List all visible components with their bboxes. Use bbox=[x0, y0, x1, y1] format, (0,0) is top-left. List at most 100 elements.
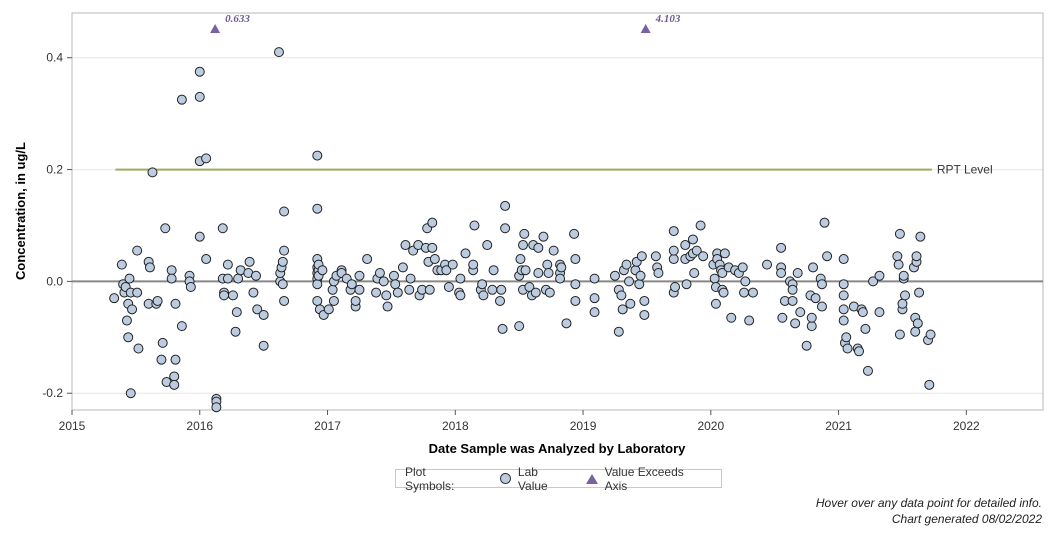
data-point[interactable] bbox=[219, 290, 230, 301]
data-point[interactable] bbox=[776, 268, 787, 279]
data-point[interactable] bbox=[194, 91, 205, 102]
data-point[interactable] bbox=[617, 304, 628, 315]
data-point[interactable] bbox=[709, 273, 720, 284]
data-point[interactable] bbox=[157, 337, 168, 348]
data-point[interactable] bbox=[317, 265, 328, 276]
data-point[interactable] bbox=[482, 240, 493, 251]
data-point[interactable] bbox=[441, 265, 452, 276]
data-point[interactable] bbox=[874, 270, 885, 281]
data-point[interactable] bbox=[570, 254, 581, 265]
data-point[interactable] bbox=[488, 265, 499, 276]
data-point[interactable] bbox=[125, 388, 136, 399]
data-point[interactable] bbox=[156, 354, 167, 365]
data-point[interactable] bbox=[892, 251, 903, 262]
data-point[interactable] bbox=[519, 228, 530, 239]
data-point[interactable] bbox=[810, 293, 821, 304]
data-point[interactable] bbox=[556, 262, 567, 273]
data-point[interactable] bbox=[718, 287, 729, 298]
data-point[interactable] bbox=[147, 167, 158, 178]
data-point[interactable] bbox=[478, 290, 489, 301]
data-point[interactable] bbox=[468, 259, 479, 270]
data-point[interactable] bbox=[382, 301, 393, 312]
data-point[interactable] bbox=[520, 265, 531, 276]
data-point[interactable] bbox=[806, 312, 817, 323]
data-point[interactable] bbox=[857, 307, 868, 318]
data-point[interactable] bbox=[838, 304, 849, 315]
data-point[interactable] bbox=[194, 231, 205, 242]
data-point[interactable] bbox=[543, 268, 554, 279]
data-point[interactable] bbox=[500, 223, 511, 234]
data-point[interactable] bbox=[609, 270, 620, 281]
data-point[interactable] bbox=[390, 279, 401, 290]
data-point[interactable] bbox=[169, 379, 180, 390]
data-point[interactable] bbox=[639, 309, 650, 320]
data-point[interactable] bbox=[424, 284, 435, 295]
data-point[interactable] bbox=[427, 217, 438, 228]
data-point[interactable] bbox=[533, 268, 544, 279]
data-point[interactable] bbox=[668, 245, 679, 256]
data-point[interactable] bbox=[681, 279, 692, 290]
data-point[interactable] bbox=[230, 326, 241, 337]
data-point[interactable] bbox=[133, 343, 144, 354]
data-point[interactable] bbox=[109, 293, 120, 304]
data-point[interactable] bbox=[460, 248, 471, 259]
data-point[interactable] bbox=[668, 226, 679, 237]
data-point[interactable] bbox=[570, 295, 581, 306]
data-point[interactable] bbox=[350, 295, 361, 306]
data-point[interactable] bbox=[455, 273, 466, 284]
data-point[interactable] bbox=[860, 323, 871, 334]
data-point[interactable] bbox=[397, 262, 408, 273]
data-point[interactable] bbox=[217, 223, 228, 234]
data-point[interactable] bbox=[726, 312, 737, 323]
data-point[interactable] bbox=[127, 304, 138, 315]
data-point[interactable] bbox=[776, 242, 787, 253]
data-point[interactable] bbox=[900, 290, 911, 301]
data-point[interactable] bbox=[495, 295, 506, 306]
data-point[interactable] bbox=[500, 200, 511, 211]
data-point[interactable] bbox=[801, 340, 812, 351]
data-point[interactable] bbox=[429, 254, 440, 265]
data-point[interactable] bbox=[244, 256, 255, 267]
data-point[interactable] bbox=[515, 254, 526, 265]
data-point[interactable] bbox=[687, 234, 698, 245]
data-point[interactable] bbox=[231, 307, 242, 318]
data-point[interactable] bbox=[447, 259, 458, 270]
data-point[interactable] bbox=[897, 298, 908, 309]
data-point[interactable] bbox=[838, 279, 849, 290]
data-point[interactable] bbox=[227, 290, 238, 301]
data-point[interactable] bbox=[653, 268, 664, 279]
data-point[interactable] bbox=[740, 276, 751, 287]
data-point[interactable] bbox=[569, 228, 580, 239]
data-point[interactable] bbox=[116, 259, 127, 270]
data-point[interactable] bbox=[717, 268, 728, 279]
data-point[interactable] bbox=[842, 343, 853, 354]
data-point[interactable] bbox=[570, 279, 581, 290]
data-point[interactable] bbox=[518, 240, 529, 251]
data-point[interactable] bbox=[252, 304, 263, 315]
data-point[interactable] bbox=[838, 315, 849, 326]
data-point[interactable] bbox=[874, 307, 885, 318]
data-point[interactable] bbox=[211, 402, 222, 413]
data-point[interactable] bbox=[381, 290, 392, 301]
data-point[interactable] bbox=[222, 273, 233, 284]
data-point[interactable] bbox=[194, 66, 205, 77]
data-point[interactable] bbox=[698, 251, 709, 262]
data-point[interactable] bbox=[787, 295, 798, 306]
data-point[interactable] bbox=[924, 379, 935, 390]
data-point[interactable] bbox=[443, 281, 454, 292]
data-point[interactable] bbox=[624, 276, 635, 287]
data-point[interactable] bbox=[747, 287, 758, 298]
data-point[interactable] bbox=[589, 273, 600, 284]
data-point[interactable] bbox=[894, 329, 905, 340]
data-point[interactable] bbox=[400, 240, 411, 251]
data-point[interactable] bbox=[176, 94, 187, 105]
data-point[interactable] bbox=[650, 251, 661, 262]
data-point[interactable] bbox=[737, 262, 748, 273]
data-point[interactable] bbox=[670, 281, 681, 292]
data-point[interactable] bbox=[312, 150, 323, 161]
data-point[interactable] bbox=[312, 295, 323, 306]
data-point[interactable] bbox=[354, 270, 365, 281]
exceeds-axis-marker[interactable] bbox=[640, 24, 651, 33]
data-point[interactable] bbox=[548, 245, 559, 256]
data-point[interactable] bbox=[124, 273, 135, 284]
